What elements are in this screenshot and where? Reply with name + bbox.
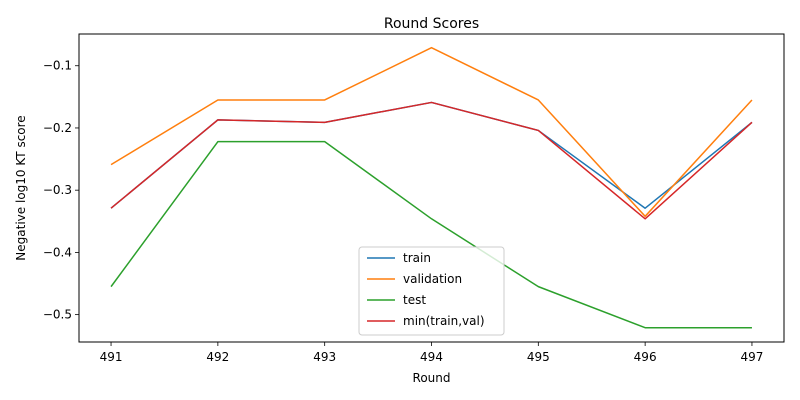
series-layer: [110, 46, 753, 329]
x-axis: 491 492 493 494 495 496 497: [100, 342, 764, 364]
x-tick-label: 497: [741, 350, 764, 364]
chart-title: Round Scores: [384, 16, 479, 32]
series-line-3: [110, 101, 753, 220]
y-tick-label: −0.2: [43, 121, 72, 135]
legend-box: [358, 246, 505, 336]
y-axis: −0.5 −0.4 −0.3 −0.2 −0.1: [43, 59, 79, 322]
y-tick-label: −0.4: [43, 245, 72, 259]
x-tick-label: 495: [527, 350, 550, 364]
legend-label: train: [403, 251, 431, 265]
y-tick-label: −0.5: [43, 308, 72, 322]
x-axis-label: Round: [413, 371, 451, 385]
x-tick-label: 491: [100, 350, 123, 364]
x-tick-label: 494: [420, 350, 443, 364]
y-tick-label: −0.1: [43, 59, 72, 73]
legend: train validation test min(train,val): [358, 246, 505, 336]
x-tick-label: 493: [313, 350, 336, 364]
series-line-1: [110, 46, 753, 218]
y-tick-label: −0.3: [43, 183, 72, 197]
legend-label: min(train,val): [403, 314, 485, 328]
legend-label: test: [403, 293, 426, 307]
y-axis-label: Negative log10 KT score: [14, 115, 28, 260]
legend-label: validation: [403, 272, 462, 286]
x-tick-label: 496: [634, 350, 657, 364]
series-line-2: [110, 140, 752, 329]
x-tick-label: 492: [206, 350, 229, 364]
